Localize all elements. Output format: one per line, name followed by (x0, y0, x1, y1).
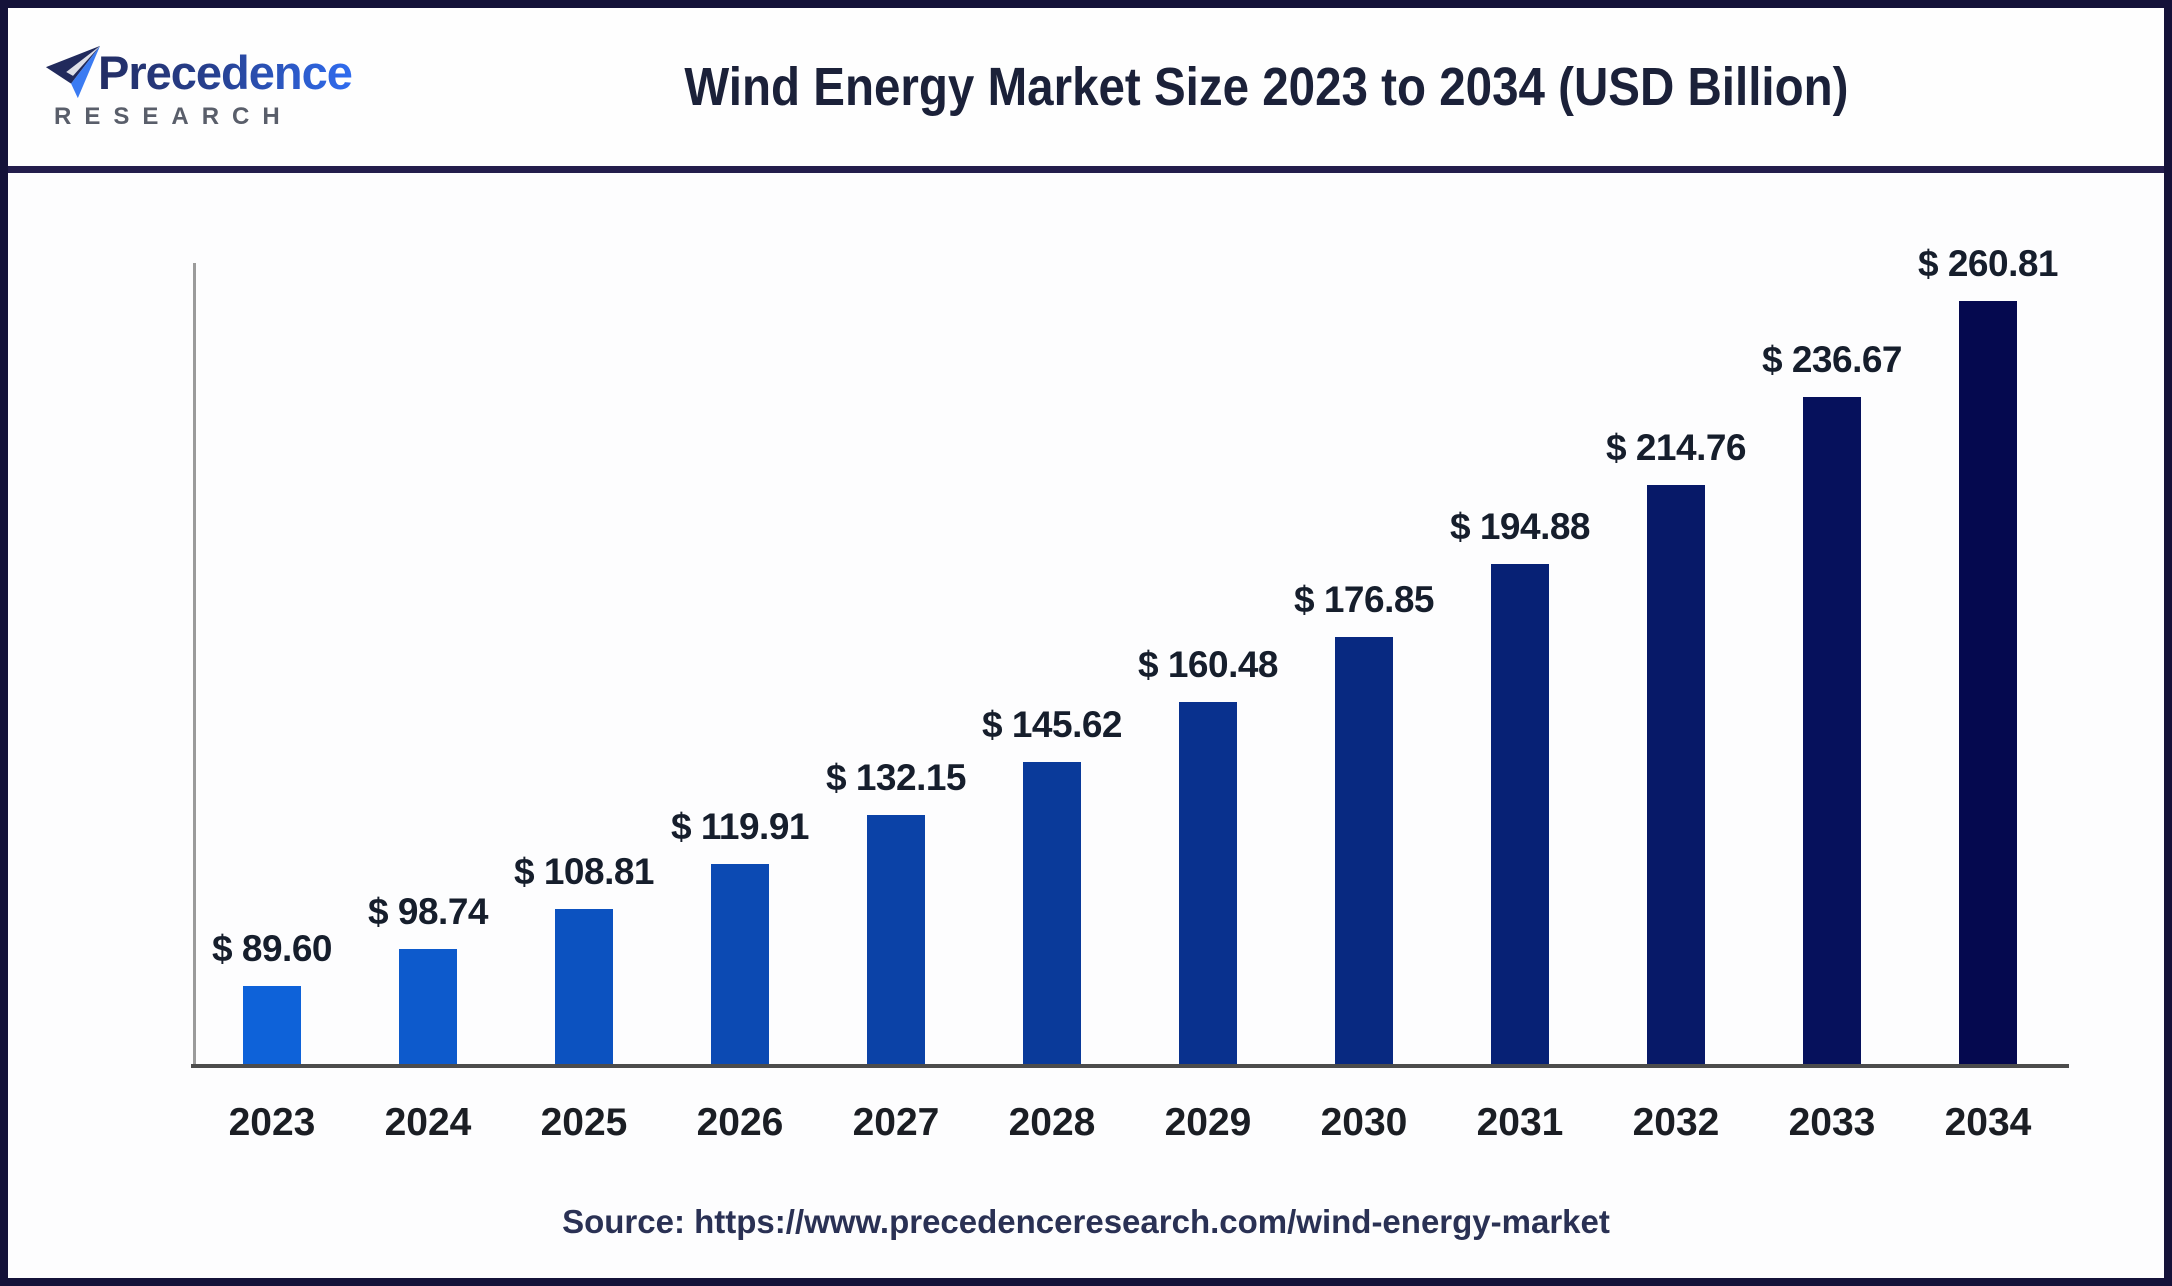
x-tick-label: 2023 (228, 1101, 316, 1144)
bar-column-2034: $ 260.81 (1910, 243, 2066, 1064)
title-wrap: Wind Energy Market Size 2023 to 2034 (US… (398, 56, 2164, 118)
bar (555, 909, 613, 1064)
bars-container: $ 89.60 $ 98.74 $ 108.81 $ 119.91 $ 132.15 $ … (194, 243, 2066, 1064)
x-axis-line (191, 1064, 2069, 1068)
bar-value-label: $ 89.60 (212, 928, 332, 969)
bar-column-2030: $ 176.85 (1286, 264, 1442, 1064)
x-tick-label: 2034 (1944, 1101, 2032, 1144)
bar-value-label: $ 119.91 (671, 806, 809, 847)
page-title: Wind Energy Market Size 2023 to 2034 (US… (683, 57, 1849, 117)
bar (243, 986, 301, 1064)
bar-value-label: $ 132.15 (825, 757, 967, 798)
bar-value-label: $ 236.67 (1761, 339, 1903, 380)
bar-value-label: $ 214.76 (1605, 427, 1747, 468)
bar-value-label: $ 160.48 (1137, 644, 1279, 685)
bar-column-2024: $ 98.74 (350, 264, 506, 1064)
bar (1023, 762, 1081, 1064)
brand-name: Precedence (98, 45, 353, 99)
bar-column-2033: $ 236.67 (1754, 264, 1910, 1064)
paper-plane-icon (45, 45, 101, 99)
y-axis-line (193, 263, 196, 1066)
bar (867, 815, 925, 1064)
bar-value-label: $ 194.88 (1449, 506, 1591, 547)
bar-value-label: $ 176.85 (1293, 579, 1435, 620)
bar (711, 864, 769, 1064)
bar-column-2025: $ 108.81 (506, 264, 662, 1064)
x-tick-label: 2027 (852, 1101, 940, 1144)
bar (1803, 397, 1861, 1064)
bar-column-2027: $ 132.15 (818, 264, 974, 1064)
bar (1647, 485, 1705, 1064)
bar-value-label: $ 145.62 (981, 704, 1123, 745)
bar (1335, 637, 1393, 1064)
bar-column-2028: $ 145.62 (974, 264, 1130, 1064)
bar-value-label: $ 108.81 (513, 851, 655, 892)
bar (1491, 564, 1549, 1064)
bar-column-2023: $ 89.60 (194, 264, 350, 1064)
bar-column-2031: $ 194.88 (1442, 264, 1598, 1064)
bar-value-label: $ 260.81 (1917, 243, 2059, 284)
x-tick-label: 2025 (540, 1101, 628, 1144)
bar (1179, 702, 1237, 1064)
header: Precedence RESEARCH Wind Energy Market S… (8, 8, 2164, 166)
brand-logo-row: Precedence (44, 43, 398, 101)
x-tick-label: 2028 (1008, 1101, 1096, 1144)
brand-logo: Precedence RESEARCH (8, 43, 398, 131)
bar (1959, 301, 2017, 1064)
bar-column-2029: $ 160.48 (1130, 264, 1286, 1064)
x-tick-label: 2030 (1320, 1101, 1408, 1144)
x-tick-labels: 2023 2024 2025 2026 2027 2028 2029 2030 2031 2032… (194, 1101, 2066, 1145)
x-tick-label: 2026 (696, 1101, 784, 1144)
bar-column-2032: $ 214.76 (1598, 264, 1754, 1064)
bar-value-label: $ 98.74 (368, 891, 488, 932)
x-tick-label: 2033 (1788, 1101, 1876, 1144)
bar-column-2026: $ 119.91 (662, 264, 818, 1064)
bar (399, 949, 457, 1064)
source-note: Source: https://www.precedenceresearch.c… (562, 1203, 1610, 1240)
x-tick-label: 2031 (1476, 1101, 1564, 1144)
chart-area: $ 89.60 $ 98.74 $ 108.81 $ 119.91 $ 132.15 $ … (8, 173, 2164, 1278)
x-tick-label: 2029 (1164, 1101, 1252, 1144)
x-tick-label: 2032 (1632, 1101, 1720, 1144)
x-tick-label: 2024 (384, 1101, 472, 1144)
header-divider (8, 166, 2164, 173)
brand-subname: RESEARCH (54, 103, 293, 130)
